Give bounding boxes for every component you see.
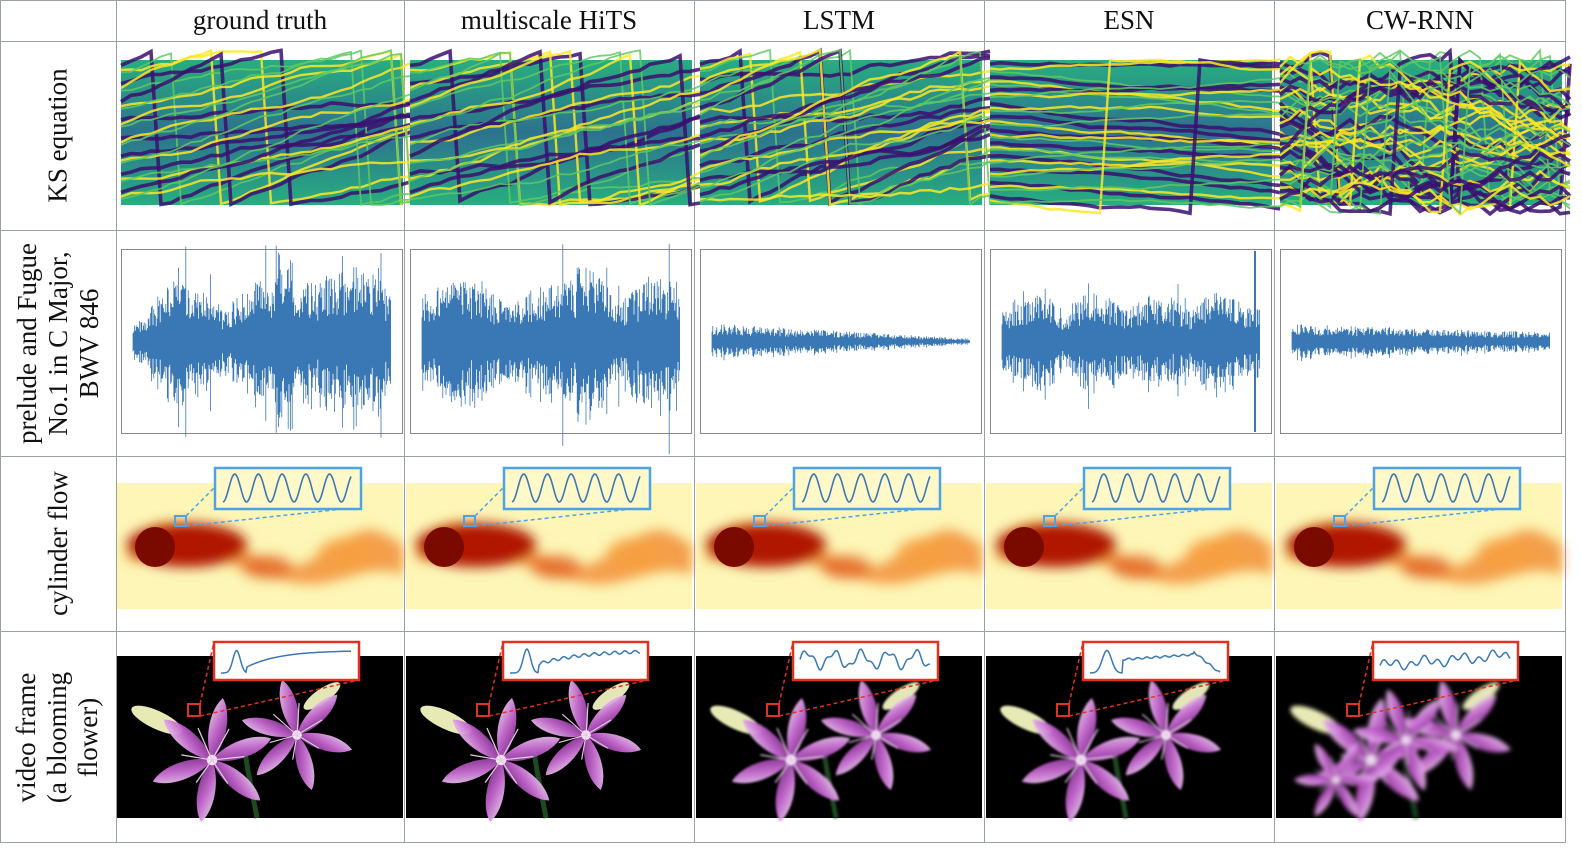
table-border xyxy=(984,0,985,843)
row-header-cylinder-flow: cylinder flow xyxy=(0,456,116,631)
table-border xyxy=(1565,0,1566,843)
column-header-cw-rnn: CW-RNN xyxy=(1366,5,1474,35)
table-border xyxy=(0,0,1566,1)
column-header-ground-truth: ground truth xyxy=(192,5,328,35)
waveform-plot-lstm xyxy=(700,249,982,434)
cylinder-flow-field-esn xyxy=(986,465,1272,609)
row-label-line: flower) xyxy=(73,697,104,777)
column-header-esn: ESN xyxy=(1103,5,1155,35)
cylinder-flow-field-cw-rnn xyxy=(1276,465,1562,609)
row-header-video-frame: video frame (a blooming flower) xyxy=(0,631,116,843)
cylinder-flow-field-multiscale-hits xyxy=(406,465,692,609)
ks-heatmap-multiscale-hits xyxy=(409,48,701,207)
waveform-plot-ground-truth xyxy=(121,245,403,438)
row-header-prelude-and-fugue: prelude and Fugue No.1 in C Major, BWV 8… xyxy=(0,230,116,456)
row-label-line: prelude and Fugue xyxy=(11,242,42,444)
flower-frame-esn xyxy=(986,640,1272,823)
table-border xyxy=(0,631,1566,632)
table-border xyxy=(694,0,695,843)
waveform-plot-esn xyxy=(990,249,1272,434)
flower-frame-lstm xyxy=(696,640,982,823)
row-label-line: video frame xyxy=(11,672,42,802)
row-label-line: No.1 in C Major, xyxy=(42,250,73,436)
flower-frame-cw-rnn xyxy=(1276,640,1562,823)
waveform-plot-multiscale-hits xyxy=(410,244,692,455)
waveform-plot-cw-rnn xyxy=(1280,249,1562,434)
flower-frame-ground-truth xyxy=(117,640,403,823)
cylinder-flow-field-ground-truth xyxy=(117,465,403,609)
table-border xyxy=(116,0,117,843)
table-border xyxy=(0,41,1566,42)
ks-heatmap-lstm xyxy=(699,47,991,207)
row-label-line: cylinder flow xyxy=(42,471,73,616)
row-label-line: (a blooming xyxy=(42,671,73,803)
table-border xyxy=(0,230,1566,231)
table-border xyxy=(0,842,1566,843)
table-border xyxy=(0,0,1,843)
row-header-ks-equation: KS equation xyxy=(0,41,116,230)
row-label-line: BWV 846 xyxy=(73,288,104,398)
column-header-lstm: LSTM xyxy=(802,5,875,35)
flower-frame-multiscale-hits xyxy=(406,640,692,823)
row-label-line: KS equation xyxy=(42,68,73,203)
column-header-multiscale-hits: multiscale HiTS xyxy=(460,5,638,35)
table-border xyxy=(0,456,1566,457)
ks-heatmap-esn xyxy=(989,58,1281,216)
table-border xyxy=(1274,0,1275,843)
ks-heatmap-cw-rnn xyxy=(1278,47,1572,217)
ks-heatmap-ground-truth xyxy=(120,48,413,208)
table-border xyxy=(404,0,405,843)
cylinder-flow-field-lstm xyxy=(696,465,982,609)
